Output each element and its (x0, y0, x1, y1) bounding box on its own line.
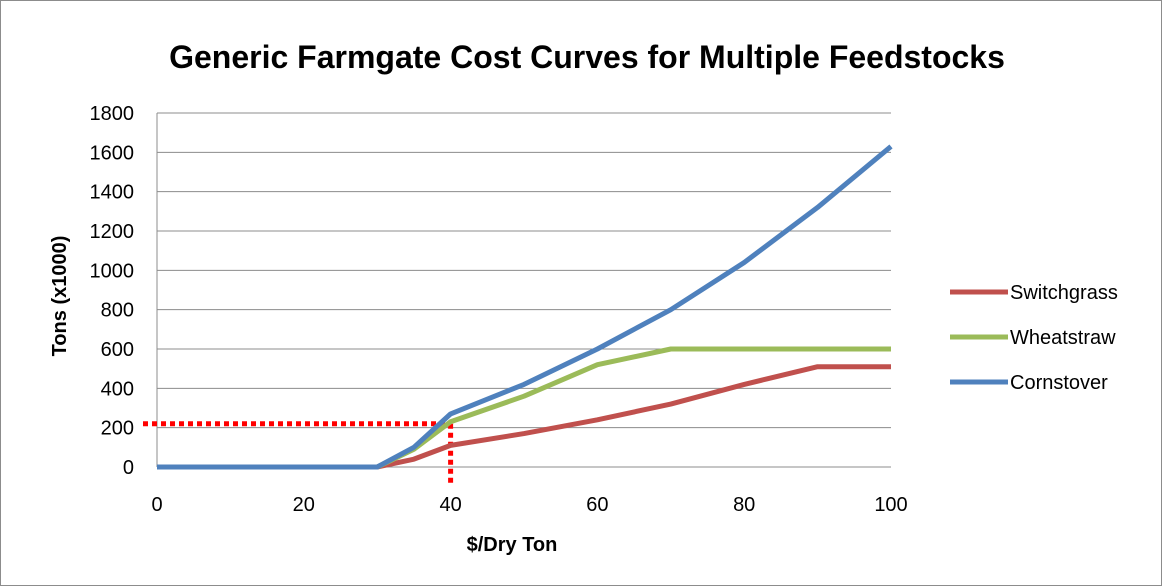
x-tick-label: 0 (151, 494, 162, 516)
gridlines (157, 112, 891, 468)
y-tick-label: 200 (101, 418, 134, 440)
y-tick-label: 1600 (90, 142, 135, 164)
legend-label-cornstover: Cornstover (1010, 372, 1108, 394)
series-line-wheatstraw (157, 346, 891, 470)
y-tick-label: 1000 (90, 260, 135, 282)
y-tick-label: 1400 (90, 182, 135, 204)
axes (156, 113, 891, 468)
y-tick-label: 1200 (90, 221, 135, 243)
x-tick-label: 60 (586, 494, 608, 516)
x-tick-label: 20 (293, 494, 315, 516)
legend: Switchgrass Wheatstraw Cornstover (950, 282, 1118, 394)
legend-label-wheatstraw: Wheatstraw (1010, 327, 1116, 349)
legend-label-switchgrass: Switchgrass (1010, 282, 1118, 304)
annotation-guide (143, 421, 454, 486)
x-axis-title: $/Dry Ton (467, 534, 558, 556)
series-line-cornstover (157, 144, 893, 470)
y-tick-label: 800 (101, 300, 134, 322)
y-tick-label: 600 (101, 339, 134, 361)
series-line-switchgrass (157, 364, 891, 470)
y-axis-title: Tons (x1000) (49, 236, 71, 357)
chart-title: Generic Farmgate Cost Curves for Multipl… (169, 39, 1005, 75)
x-tick-label: 100 (874, 494, 907, 516)
x-tick-labels: 0 20 40 60 80 100 (151, 494, 907, 516)
y-tick-label: 1800 (90, 103, 135, 125)
x-tick-label: 80 (733, 494, 755, 516)
y-tick-label: 400 (101, 378, 134, 400)
y-tick-labels: 0 200 400 600 800 1000 1200 1400 1600 1800 (90, 103, 135, 479)
series-lines (157, 144, 893, 470)
y-tick-label: 0 (123, 457, 134, 479)
x-tick-label: 40 (439, 494, 461, 516)
